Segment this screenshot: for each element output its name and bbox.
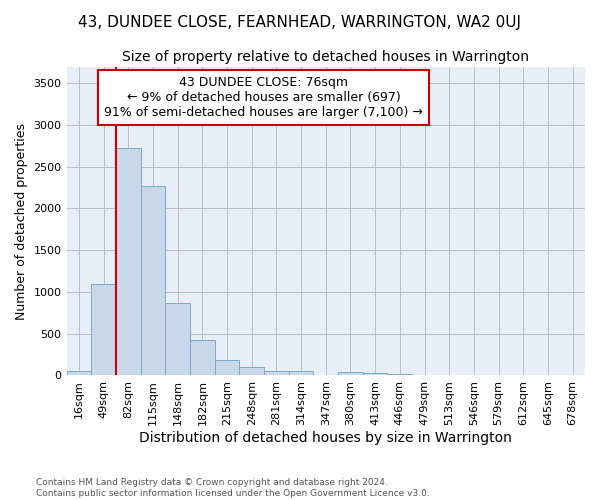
Text: 43 DUNDEE CLOSE: 76sqm
← 9% of detached houses are smaller (697)
91% of semi-det: 43 DUNDEE CLOSE: 76sqm ← 9% of detached … — [104, 76, 423, 119]
Bar — [388, 374, 412, 376]
Bar — [215, 360, 239, 376]
Bar — [165, 303, 190, 376]
Title: Size of property relative to detached houses in Warrington: Size of property relative to detached ho… — [122, 50, 529, 64]
Bar — [289, 372, 313, 376]
Bar — [140, 186, 165, 376]
Text: 43, DUNDEE CLOSE, FEARNHEAD, WARRINGTON, WA2 0UJ: 43, DUNDEE CLOSE, FEARNHEAD, WARRINGTON,… — [79, 15, 521, 30]
Bar — [363, 373, 388, 376]
Bar — [91, 284, 116, 376]
Bar — [67, 372, 91, 376]
X-axis label: Distribution of detached houses by size in Warrington: Distribution of detached houses by size … — [139, 431, 512, 445]
Bar — [190, 340, 215, 376]
Bar — [116, 148, 140, 376]
Text: Contains HM Land Registry data © Crown copyright and database right 2024.
Contai: Contains HM Land Registry data © Crown c… — [36, 478, 430, 498]
Bar — [313, 374, 338, 376]
Bar — [264, 371, 289, 376]
Y-axis label: Number of detached properties: Number of detached properties — [15, 122, 28, 320]
Bar — [338, 372, 363, 376]
Bar — [239, 367, 264, 376]
